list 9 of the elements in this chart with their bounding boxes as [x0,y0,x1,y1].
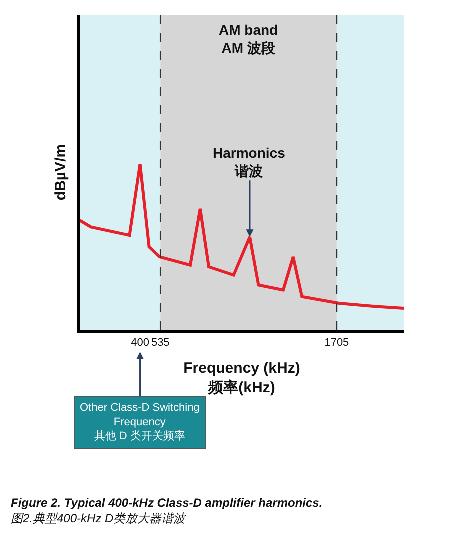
annotation: Harmonics 谐波 [213,145,286,180]
caption: Figure 2. Typical 400-kHz Class-D amplifier harmonics. 图2.典型400-kHz D类放大器谐波 [11,496,323,526]
band-label: AM band AM 波段 [219,22,278,56]
x-axis-title: Frequency (kHz) 频率(kHz) [184,360,300,397]
x-tick-label: 535 [151,337,170,350]
text: Other Class-D Switching Frequency 其他 D 类开关频率 [80,402,200,443]
x-tick-label: 1705 [324,337,350,350]
x-tick-label: 400 [131,337,150,350]
y-axis-title: dBµV/m [52,144,70,201]
